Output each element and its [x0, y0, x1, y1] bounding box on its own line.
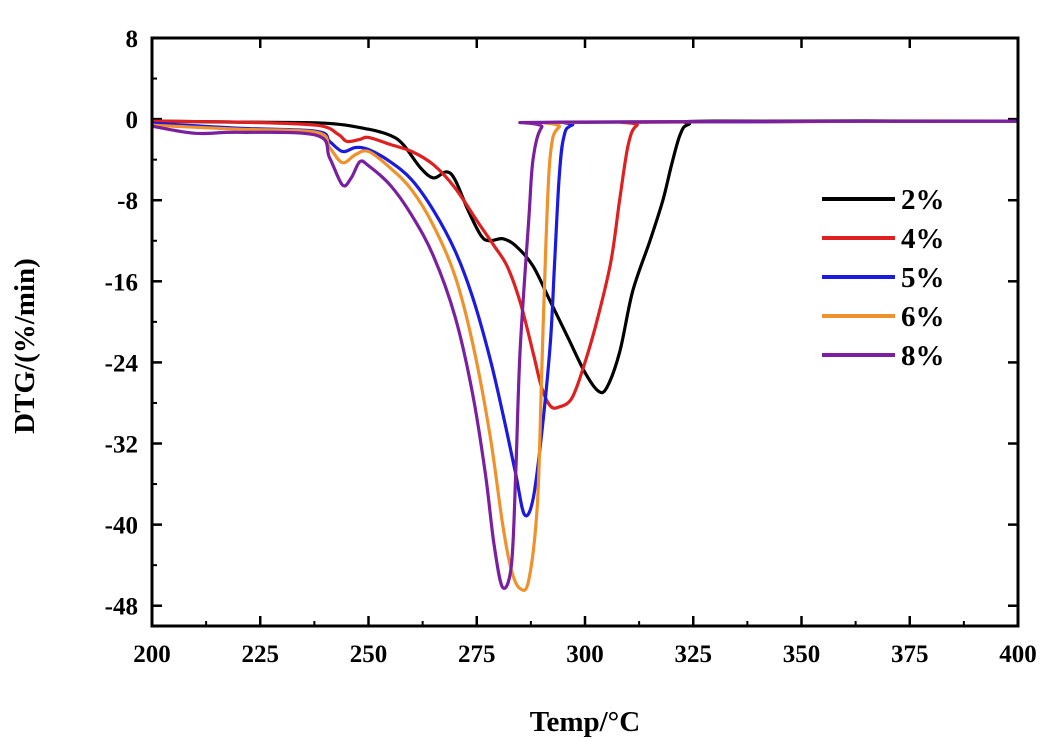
legend-label: 4% — [901, 223, 945, 255]
x-axis-title: Temp/°C — [530, 706, 640, 738]
y-tick-label: 8 — [126, 26, 139, 53]
x-tick-label: 400 — [999, 641, 1037, 668]
y-tick-label: -40 — [105, 513, 138, 540]
plot-frame — [150, 36, 1020, 628]
legend-label: 6% — [901, 301, 945, 333]
legend-label: 5% — [901, 262, 945, 294]
y-tick-label: 0 — [126, 107, 139, 134]
x-tick-label: 300 — [566, 641, 604, 668]
x-tick-label: 375 — [891, 641, 929, 668]
legend-label: 2% — [901, 184, 945, 216]
x-tick-labels: 200 225 250 275 300 325 350 375 400 — [133, 641, 1037, 668]
x-tick-label: 200 — [133, 641, 171, 668]
legend-label: 8% — [901, 340, 945, 372]
y-tick-label: -48 — [105, 594, 138, 621]
x-tick-label: 250 — [350, 641, 388, 668]
x-tick-label: 275 — [458, 641, 496, 668]
series-line-3 — [151, 119, 1019, 592]
x-tick-label: 350 — [783, 641, 821, 668]
x-tick-label: 225 — [242, 641, 280, 668]
x-tick-label: 325 — [675, 641, 713, 668]
y-tick-label: -16 — [105, 269, 138, 296]
legend: 2% 4% 5% 6% 8% — [822, 184, 945, 372]
y-tick-label: -8 — [117, 188, 138, 215]
y-tick-labels: 8 0 -8 -16 -24 -32 -40 -48 — [105, 26, 139, 621]
y-tick-label: -32 — [105, 432, 138, 459]
y-tick-label: -24 — [105, 350, 139, 377]
series-lines — [151, 119, 1019, 592]
series-line-0 — [151, 119, 1019, 395]
series-line-4 — [151, 119, 1019, 590]
series-line-1 — [151, 119, 1019, 410]
series-line-2 — [151, 119, 1019, 518]
y-axis-title: DTG/(%/min) — [9, 258, 41, 434]
axis-ticks — [150, 36, 1020, 626]
